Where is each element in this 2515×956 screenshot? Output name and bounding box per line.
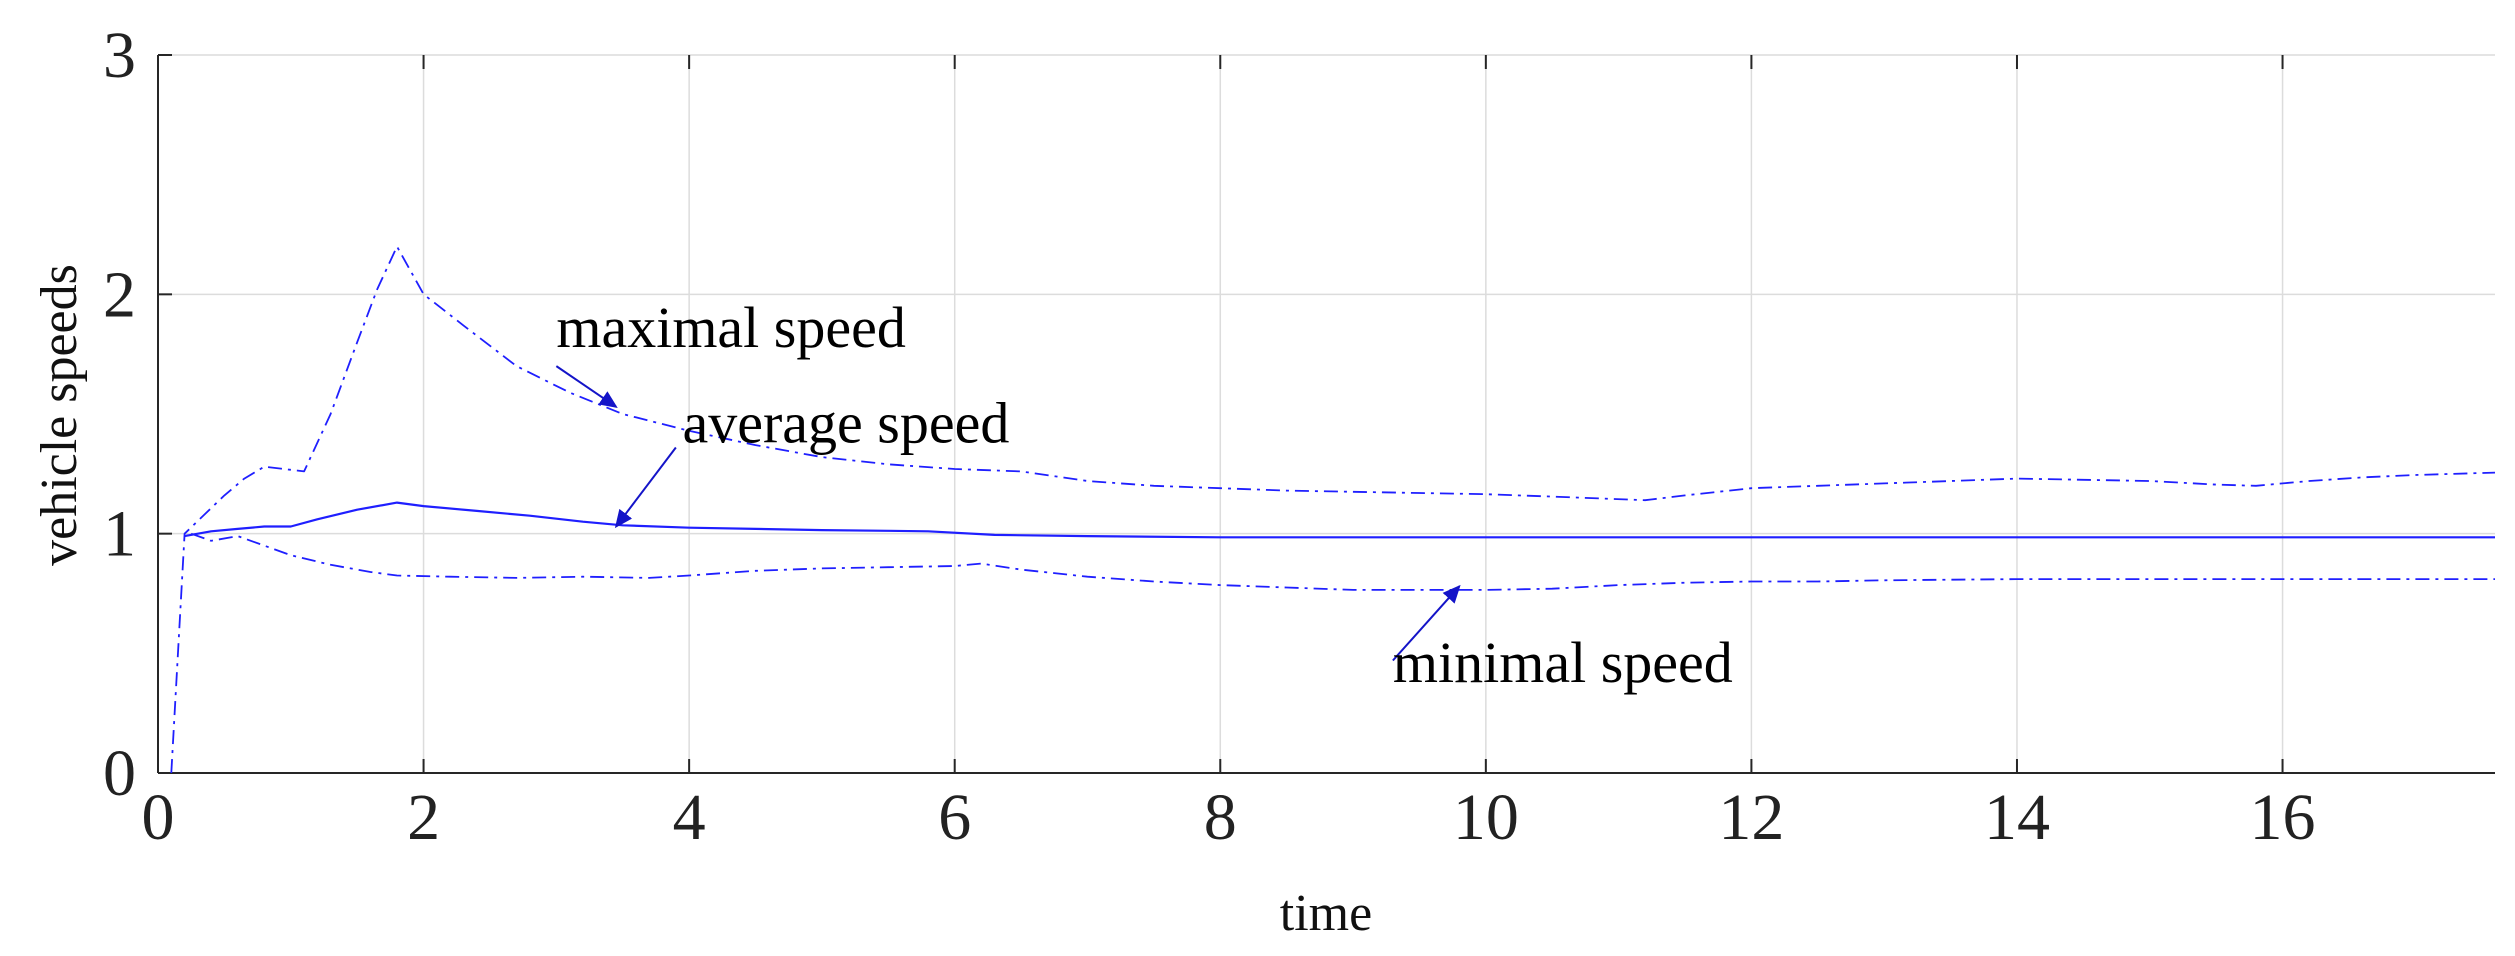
- series-maximal-speed-line: [170, 245, 2495, 773]
- y-tick-label-1: 1: [103, 498, 136, 571]
- x-tick-label-3: 6: [938, 781, 971, 854]
- x-tick-label-7: 14: [1984, 781, 2050, 854]
- annotation-label-minimal-speed: minimal speed: [1393, 630, 1733, 695]
- y-axis-label: vehicle speeds: [31, 264, 88, 566]
- y-tick-label-0: 0: [103, 737, 136, 810]
- annotation-label-average-speed: average speed: [682, 391, 1009, 456]
- annotation-arrow-minimal-speed: [1392, 584, 1461, 662]
- x-axis-label: time: [1280, 885, 1372, 942]
- x-tick-label-5: 10: [1453, 781, 1519, 854]
- x-tick-label-8: 16: [2250, 781, 2316, 854]
- y-tick-label-2: 2: [103, 258, 136, 331]
- x-tick-label-1: 2: [407, 781, 440, 854]
- y-tick-label-3: 3: [103, 19, 136, 92]
- annotation-label-maximal-speed: maximal speed: [556, 295, 906, 360]
- series-minimal-speed-line: [190, 532, 2495, 591]
- x-tick-label-2: 4: [673, 781, 706, 854]
- grid: [158, 54, 2495, 773]
- annotation-arrow-maximal-speed: [555, 365, 618, 408]
- series-group: [170, 245, 2495, 773]
- x-tick-label-0: 0: [142, 781, 175, 854]
- annotation-arrow-average-speed: [614, 446, 677, 529]
- x-tick-label-6: 12: [1718, 781, 1784, 854]
- series-average-speed-line: [184, 501, 2495, 539]
- annotations: maximal speed average speed minimal speed: [555, 295, 1733, 695]
- x-tick-label-4: 8: [1204, 781, 1237, 854]
